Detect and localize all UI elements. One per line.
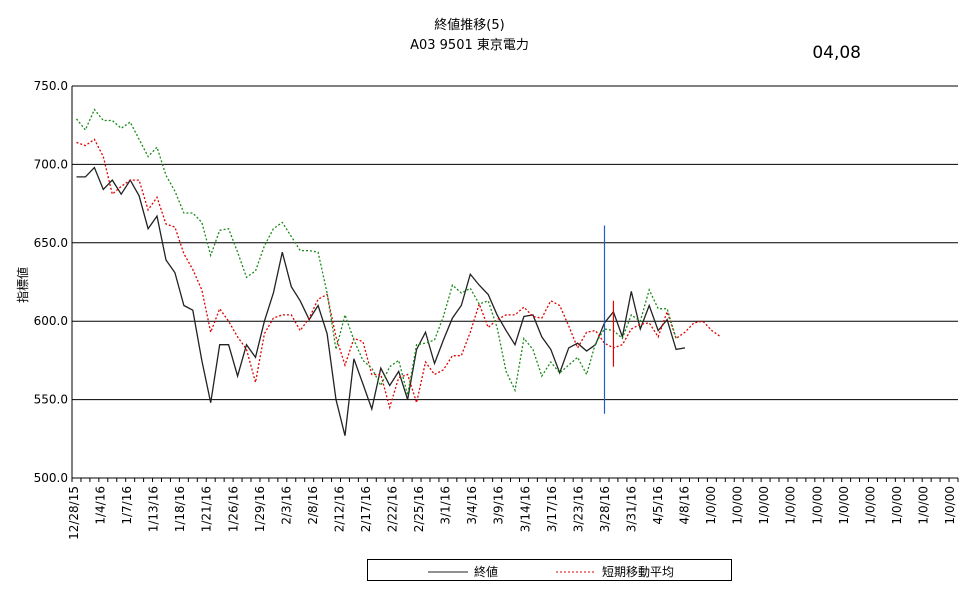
x-tick-label: 3/17/16 bbox=[545, 486, 559, 532]
x-tick-label: 1/0/00 bbox=[837, 486, 851, 525]
x-tick-label: 1/0/00 bbox=[916, 486, 930, 525]
axes bbox=[71, 86, 959, 482]
x-tick-label: 1/26/16 bbox=[226, 486, 240, 532]
legend-label-close: 終値 bbox=[474, 565, 499, 579]
y-tick-label: 650.0 bbox=[34, 236, 68, 250]
x-tick-label: 3/9/16 bbox=[492, 486, 506, 525]
chart-subtitle: A03 9501 東京電力 bbox=[410, 38, 529, 53]
y-axis-label: 指標値 bbox=[15, 267, 30, 303]
x-tick-label: 3/23/16 bbox=[571, 486, 585, 532]
x-tick-label: 1/0/00 bbox=[784, 486, 798, 525]
x-tick-label: 1/0/00 bbox=[890, 486, 904, 525]
x-tick-label: 12/28/15 bbox=[67, 486, 81, 540]
x-tick-label: 1/0/00 bbox=[731, 486, 745, 525]
series-lines bbox=[75, 108, 722, 436]
x-tick-label: 1/0/00 bbox=[757, 486, 771, 525]
x-tick-label: 2/3/16 bbox=[279, 486, 293, 525]
x-tick-labels: 12/28/15 1/4/16 1/7/16 1/13/16 1/18/16 1/21/1… bbox=[67, 486, 957, 540]
x-tick-label: 1/0/00 bbox=[704, 486, 718, 525]
x-tick-label: 3/28/16 bbox=[598, 486, 612, 532]
legend-item-close: 終値 bbox=[428, 563, 498, 580]
x-tick-label: 1/18/16 bbox=[173, 486, 187, 532]
x-tick-label: 2/17/16 bbox=[359, 486, 373, 532]
x-tick-label: 1/4/16 bbox=[94, 486, 108, 525]
x-tick-label: 1/0/00 bbox=[863, 486, 877, 525]
x-tick-label: 2/8/16 bbox=[306, 486, 320, 525]
x-tick-label: 4/8/16 bbox=[678, 486, 692, 525]
x-tick-label: 3/14/16 bbox=[518, 486, 532, 532]
x-tick-label: 3/1/16 bbox=[439, 486, 453, 525]
x-tick-label: 4/5/16 bbox=[651, 486, 665, 525]
series-close-line bbox=[76, 166, 686, 436]
x-tick-label: 2/12/16 bbox=[332, 486, 346, 532]
series-short-ma-line bbox=[76, 138, 722, 410]
y-tick-label: 550.0 bbox=[34, 393, 68, 407]
x-tick-label: 3/31/16 bbox=[624, 486, 638, 532]
y-tick-label: 700.0 bbox=[34, 157, 68, 171]
legend-label-short-ma: 短期移動平均 bbox=[602, 565, 675, 579]
x-tick-label: 1/7/16 bbox=[120, 486, 134, 525]
series-long-ma-line bbox=[75, 108, 677, 396]
chart-title: 終値推移(5) bbox=[434, 18, 505, 33]
x-tick-label: 2/25/16 bbox=[412, 486, 426, 532]
y-tick-label: 600.0 bbox=[34, 314, 68, 328]
x-tick-label: 3/4/16 bbox=[465, 486, 479, 525]
date-label: 04,08 bbox=[812, 43, 861, 63]
gridlines bbox=[72, 85, 958, 479]
x-tick-label: 1/0/00 bbox=[943, 486, 957, 525]
y-tick-labels: 750.0 700.0 650.0 600.0 550.0 500.0 bbox=[34, 79, 68, 485]
x-tick-label: 1/0/00 bbox=[810, 486, 824, 525]
x-tick-label: 1/13/16 bbox=[147, 486, 161, 532]
y-tick-label: 750.0 bbox=[34, 79, 68, 93]
y-tick-label: 500.0 bbox=[34, 471, 68, 485]
x-tick-label: 1/21/16 bbox=[200, 486, 214, 532]
legend: 終値 短期移動平均 bbox=[367, 559, 732, 581]
legend-item-short-ma: 短期移動平均 bbox=[556, 563, 674, 580]
x-tick-label: 2/22/16 bbox=[386, 486, 400, 532]
x-tick-label: 1/29/16 bbox=[253, 486, 267, 532]
vertical-markers bbox=[603, 225, 615, 414]
